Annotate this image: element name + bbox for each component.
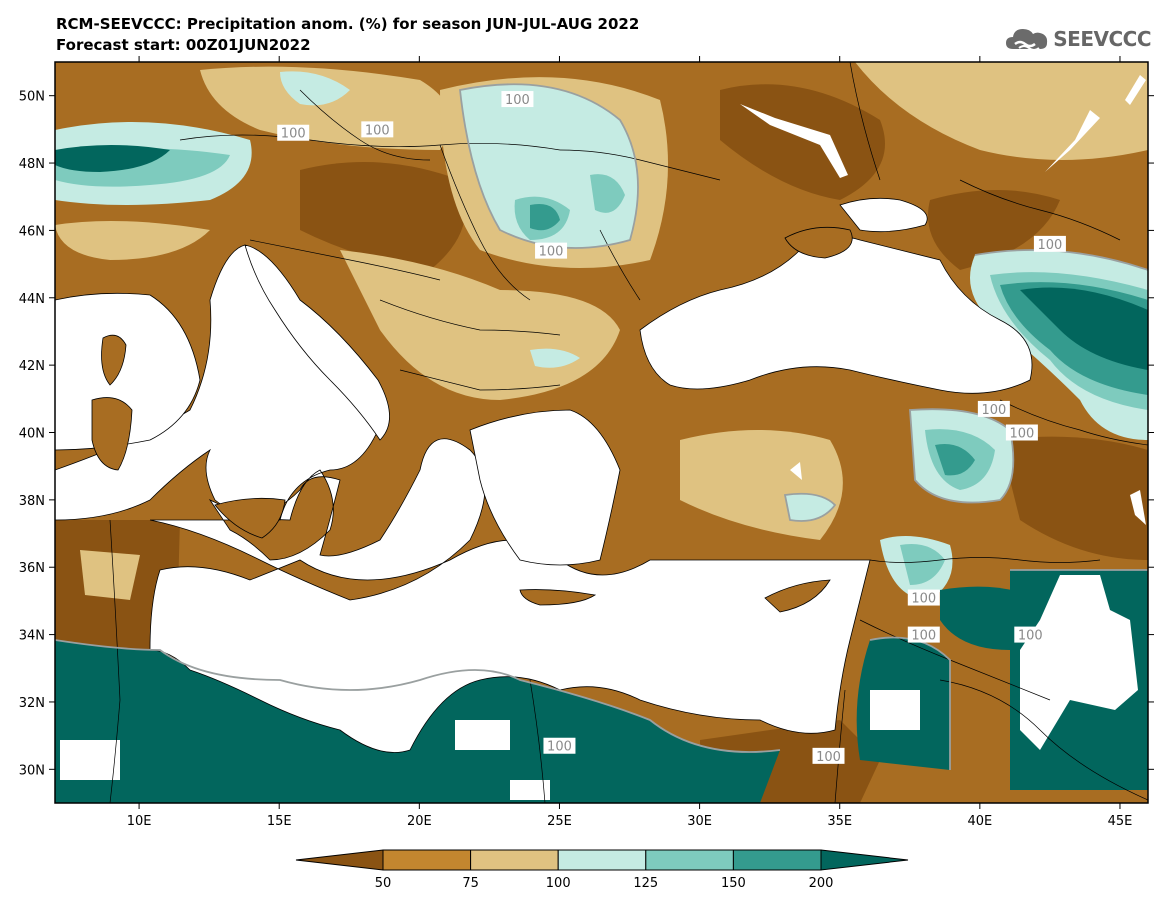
- colorbar-segment: [557, 849, 647, 871]
- colorbar-segment: [470, 849, 559, 871]
- colorbar-segment: [645, 849, 734, 871]
- logo-text: SEEVCCC: [1053, 27, 1151, 51]
- svg-text:100: 100: [539, 245, 564, 260]
- svg-text:100: 100: [911, 592, 936, 607]
- x-tick-label: 10E: [127, 814, 152, 829]
- svg-text:100: 100: [281, 127, 306, 142]
- colorbar-under-arrow: [295, 849, 384, 871]
- y-tick-label: 50N: [19, 90, 45, 105]
- x-tick-label: 25E: [547, 814, 572, 829]
- contour-label-100: 100: [501, 91, 534, 108]
- y-tick-label: 30N: [19, 763, 45, 778]
- contour-label-100: 100: [812, 747, 845, 765]
- sicily: [214, 497, 286, 539]
- aegean-sea: [469, 409, 621, 566]
- colorbar-label: 50: [375, 876, 392, 891]
- contour-label-100: 100: [907, 589, 940, 607]
- y-tick-label: 40N: [19, 427, 45, 442]
- y-tick-label: 44N: [19, 292, 45, 307]
- svg-text:100: 100: [505, 93, 530, 108]
- svg-text:100: 100: [1018, 629, 1043, 644]
- svg-text:100: 100: [547, 740, 572, 755]
- y-tick-label: 32N: [19, 696, 45, 711]
- x-tick-label: 40E: [967, 814, 992, 829]
- contour-label-100: 100: [277, 124, 310, 142]
- svg-text:100: 100: [365, 123, 390, 138]
- svg-text:100: 100: [1009, 427, 1034, 442]
- colorbar-label: 200: [809, 876, 834, 891]
- adriatic-sea: [244, 244, 390, 441]
- colorbar-label: 150: [721, 876, 746, 891]
- colorbar-segment: [382, 849, 472, 871]
- seevccc-logo: SEEVCCC: [1005, 24, 1151, 54]
- y-tick-label: 46N: [19, 224, 45, 239]
- contour-label-100: 100: [1005, 424, 1038, 442]
- svg-text:100: 100: [911, 629, 936, 644]
- crete: [519, 589, 597, 606]
- no-data-blocks: [60, 575, 1138, 800]
- contour-100-lines: [55, 83, 1148, 770]
- corsica: [101, 334, 127, 386]
- axis-ticks: 10E 15E 20E 25E 30E 35E 40E 45E 50N 48N 46N 44N 42N 4…: [19, 56, 1154, 829]
- cloud-icon: [1006, 29, 1048, 51]
- svg-text:100: 100: [1037, 238, 1062, 253]
- contour-label-100: 100: [543, 737, 576, 755]
- seas: [55, 197, 1033, 753]
- colorbar-segment: [732, 849, 822, 871]
- y-tick-label: 48N: [19, 157, 45, 172]
- colorbar: 50 75 100 125 150 200: [295, 849, 909, 891]
- colorbar-over-arrow: [820, 849, 909, 871]
- x-tick-label: 35E: [827, 814, 852, 829]
- contour-label-100: 100: [1014, 626, 1047, 644]
- y-tick-label: 38N: [19, 494, 45, 509]
- colorbar-label: 75: [462, 876, 479, 891]
- y-tick-label: 42N: [19, 359, 45, 374]
- y-tick-label: 36N: [19, 561, 45, 576]
- country-borders: [109, 62, 1148, 803]
- forecast-start-label: Forecast start: 00Z01JUN2022: [56, 36, 311, 54]
- sardinia: [91, 397, 133, 471]
- x-tick-label: 20E: [407, 814, 432, 829]
- x-tick-label: 30E: [687, 814, 712, 829]
- contour-label-100: 100: [1033, 235, 1066, 253]
- x-tick-label: 45E: [1108, 814, 1133, 829]
- map-title: RCM-SEEVCCC: Precipitation anom. (%) for…: [56, 15, 640, 33]
- cyprus: [764, 579, 831, 613]
- contour-label-100: 100: [977, 400, 1010, 418]
- islands: [91, 226, 853, 613]
- contour-label-100: 100: [907, 626, 940, 644]
- contour-label-100: 100: [535, 242, 568, 260]
- black-sea: [639, 236, 1033, 394]
- crimea: [784, 226, 853, 259]
- svg-text:100: 100: [981, 403, 1006, 418]
- lakes: [740, 75, 1146, 525]
- svg-text:100: 100: [816, 750, 841, 765]
- y-tick-label: 34N: [19, 629, 45, 644]
- colorbar-label: 125: [633, 876, 658, 891]
- colorbar-label: 100: [546, 876, 571, 891]
- contour-label-100: 100: [361, 121, 394, 138]
- sea-of-azov: [839, 197, 928, 233]
- x-tick-label: 15E: [267, 814, 292, 829]
